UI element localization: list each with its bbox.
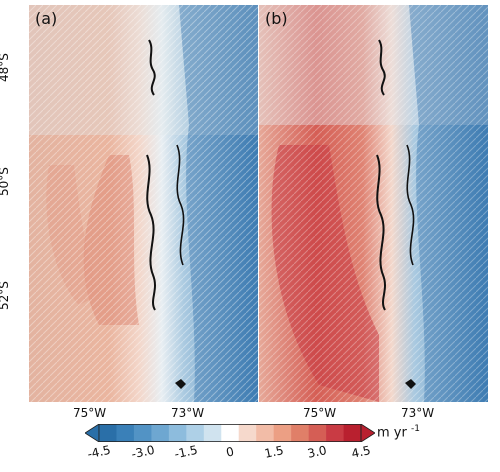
colorbar-unit-exponent: -1: [410, 424, 420, 434]
colorbar-segment: [116, 424, 135, 442]
map-panel-a: (a): [29, 5, 258, 402]
colorbar-tick-label: -1.5: [173, 442, 200, 462]
lon-label-75w-a: 75°W: [73, 406, 107, 420]
lon-label-75w-b: 75°W: [303, 406, 337, 420]
colorbar-segment: [238, 424, 257, 442]
panel-label-a: (a): [35, 9, 58, 28]
colorbar-extend-low: [85, 424, 100, 442]
colorbar-segment: [291, 424, 309, 442]
lon-label-73w-b: 73°W: [401, 406, 435, 420]
map-a-svg: [29, 5, 258, 402]
colorbar-tick-label: -4.5: [86, 442, 112, 462]
colorbar-tick-label: -3.0: [129, 442, 156, 462]
colorbar-tick-label: 0: [224, 444, 236, 460]
map-panel-b: (b): [259, 5, 488, 402]
colorbar-svg: [85, 424, 375, 442]
colorbar-segment: [151, 424, 170, 442]
colorbar-unit: m yr -1: [377, 424, 420, 440]
colorbar-segment: [168, 424, 187, 442]
lon-label-73w-a: 73°W: [171, 406, 205, 420]
colorbar-segment: [308, 424, 327, 442]
colorbar-unit-text: m yr: [377, 425, 407, 441]
colorbar-segment: [186, 424, 205, 442]
colorbar-segment: [343, 424, 362, 442]
colorbar-segment: [99, 424, 117, 442]
lat-label-48s: 48°S: [0, 53, 11, 82]
colorbar-extend-high: [360, 424, 375, 442]
panel-label-b: (b): [265, 9, 288, 28]
colorbar-tick-label: 4.5: [350, 443, 372, 461]
colorbar-frame: [98, 424, 362, 442]
colorbar-segment: [273, 424, 292, 442]
colorbar-segment: [256, 424, 274, 442]
colorbar-segment: [221, 424, 240, 442]
colorbar-segment: [133, 424, 152, 442]
lat-label-50s: 50°S: [0, 167, 11, 196]
lat-label-52s: 52°S: [0, 281, 11, 310]
colorbar: [85, 424, 375, 442]
colorbar-tick-label: 1.5: [262, 443, 285, 461]
colorbar-segment: [203, 424, 222, 442]
colorbar-tick-label: 3.0: [306, 443, 329, 461]
map-b-svg: [259, 5, 488, 402]
colorbar-segment: [326, 424, 344, 442]
